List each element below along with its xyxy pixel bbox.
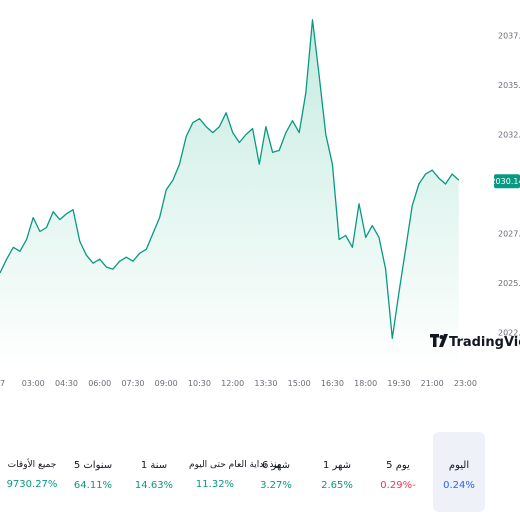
period-label: 6 شهر	[261, 460, 291, 471]
x-tick-label: 15:00	[288, 379, 311, 388]
x-tick-label: 12:00	[221, 379, 244, 388]
performance-periods: جميع الأوقات 9730.27% 5 سنوات 64.11% 1 سنة 14…	[0, 432, 520, 512]
price-area	[0, 19, 459, 371]
x-tick-label: 03:00	[22, 379, 45, 388]
x-tick-label: 07:30	[121, 379, 144, 388]
period-change: 0.24%	[443, 480, 475, 491]
period-label: جميع الأوقات	[7, 460, 57, 470]
x-tick-label: 19:30	[387, 379, 410, 388]
y-tick-label: 2027.50	[498, 229, 520, 238]
period-change: 64.11%	[73, 480, 113, 491]
period-button[interactable]: 6 شهر 3.27%	[250, 432, 302, 512]
x-tick-label: 04:30	[55, 379, 78, 388]
period-label: منذ بداية العام حتى اليوم	[189, 460, 282, 470]
x-tick-label: 23:00	[454, 379, 477, 388]
x-tick-label: 21:00	[421, 379, 444, 388]
period-change: 3.27%	[260, 480, 292, 491]
period-button[interactable]: جميع الأوقات 9730.27%	[6, 432, 58, 512]
y-tick-label: 2032.50	[498, 131, 520, 140]
period-label: 1 سنة	[140, 460, 168, 471]
watermark-text: TradingView	[449, 335, 520, 350]
period-label: 5 سنوات	[73, 460, 113, 471]
period-change: 0.29%-	[380, 480, 416, 491]
x-tick-label: 09:00	[155, 379, 178, 388]
period-button[interactable]: 5 سنوات 64.11%	[67, 432, 119, 512]
x-tick-label: 18:00	[354, 379, 377, 388]
y-tick-label: 2037.50	[498, 32, 520, 41]
y-tick-label: 2025.00	[498, 279, 520, 288]
price-line	[0, 19, 460, 339]
period-button[interactable]: منذ بداية العام حتى اليوم 11.32%	[189, 432, 282, 512]
period-change: 11.32%	[195, 479, 235, 490]
x-tick-label: 10:30	[188, 379, 211, 388]
x-tick-label: 13:30	[254, 379, 277, 388]
period-change: 14.63%	[134, 480, 174, 491]
last-price-tag-bg	[494, 174, 520, 189]
period-change: 9730.27%	[6, 479, 58, 490]
last-price-tag: 2030.14	[490, 174, 520, 189]
period-label: 1 شهر	[322, 460, 352, 471]
period-change: 2.65%	[321, 480, 353, 491]
period-button[interactable]: 5 يوم 0.29%-	[372, 432, 424, 512]
last-price-tag-text: 2030.14	[490, 177, 520, 186]
period-button[interactable]: اليوم 0.24%	[433, 432, 485, 512]
period-button[interactable]: 1 شهر 2.65%	[311, 432, 363, 512]
period-label: 5 يوم	[386, 460, 410, 471]
period-button[interactable]: 1 سنة 14.63%	[128, 432, 180, 512]
tradingview-logo-icon	[430, 334, 448, 347]
x-tick-label: 7	[0, 379, 5, 388]
y-tick-label: 2035.00	[498, 81, 520, 90]
x-tick-label: 16:30	[321, 379, 344, 388]
y-tick-label: 2022.50	[498, 328, 520, 337]
tradingview-watermark: TradingView	[430, 334, 520, 350]
period-label: اليوم	[448, 460, 470, 471]
price-chart[interactable]: 2022.502025.002027.502030.002032.502035.…	[0, 0, 520, 400]
x-axis: 7 03:00 04:30 06:00 07:30 09:00 10:30 12:00 13:3…	[0, 379, 477, 388]
x-tick-label: 06:00	[88, 379, 111, 388]
